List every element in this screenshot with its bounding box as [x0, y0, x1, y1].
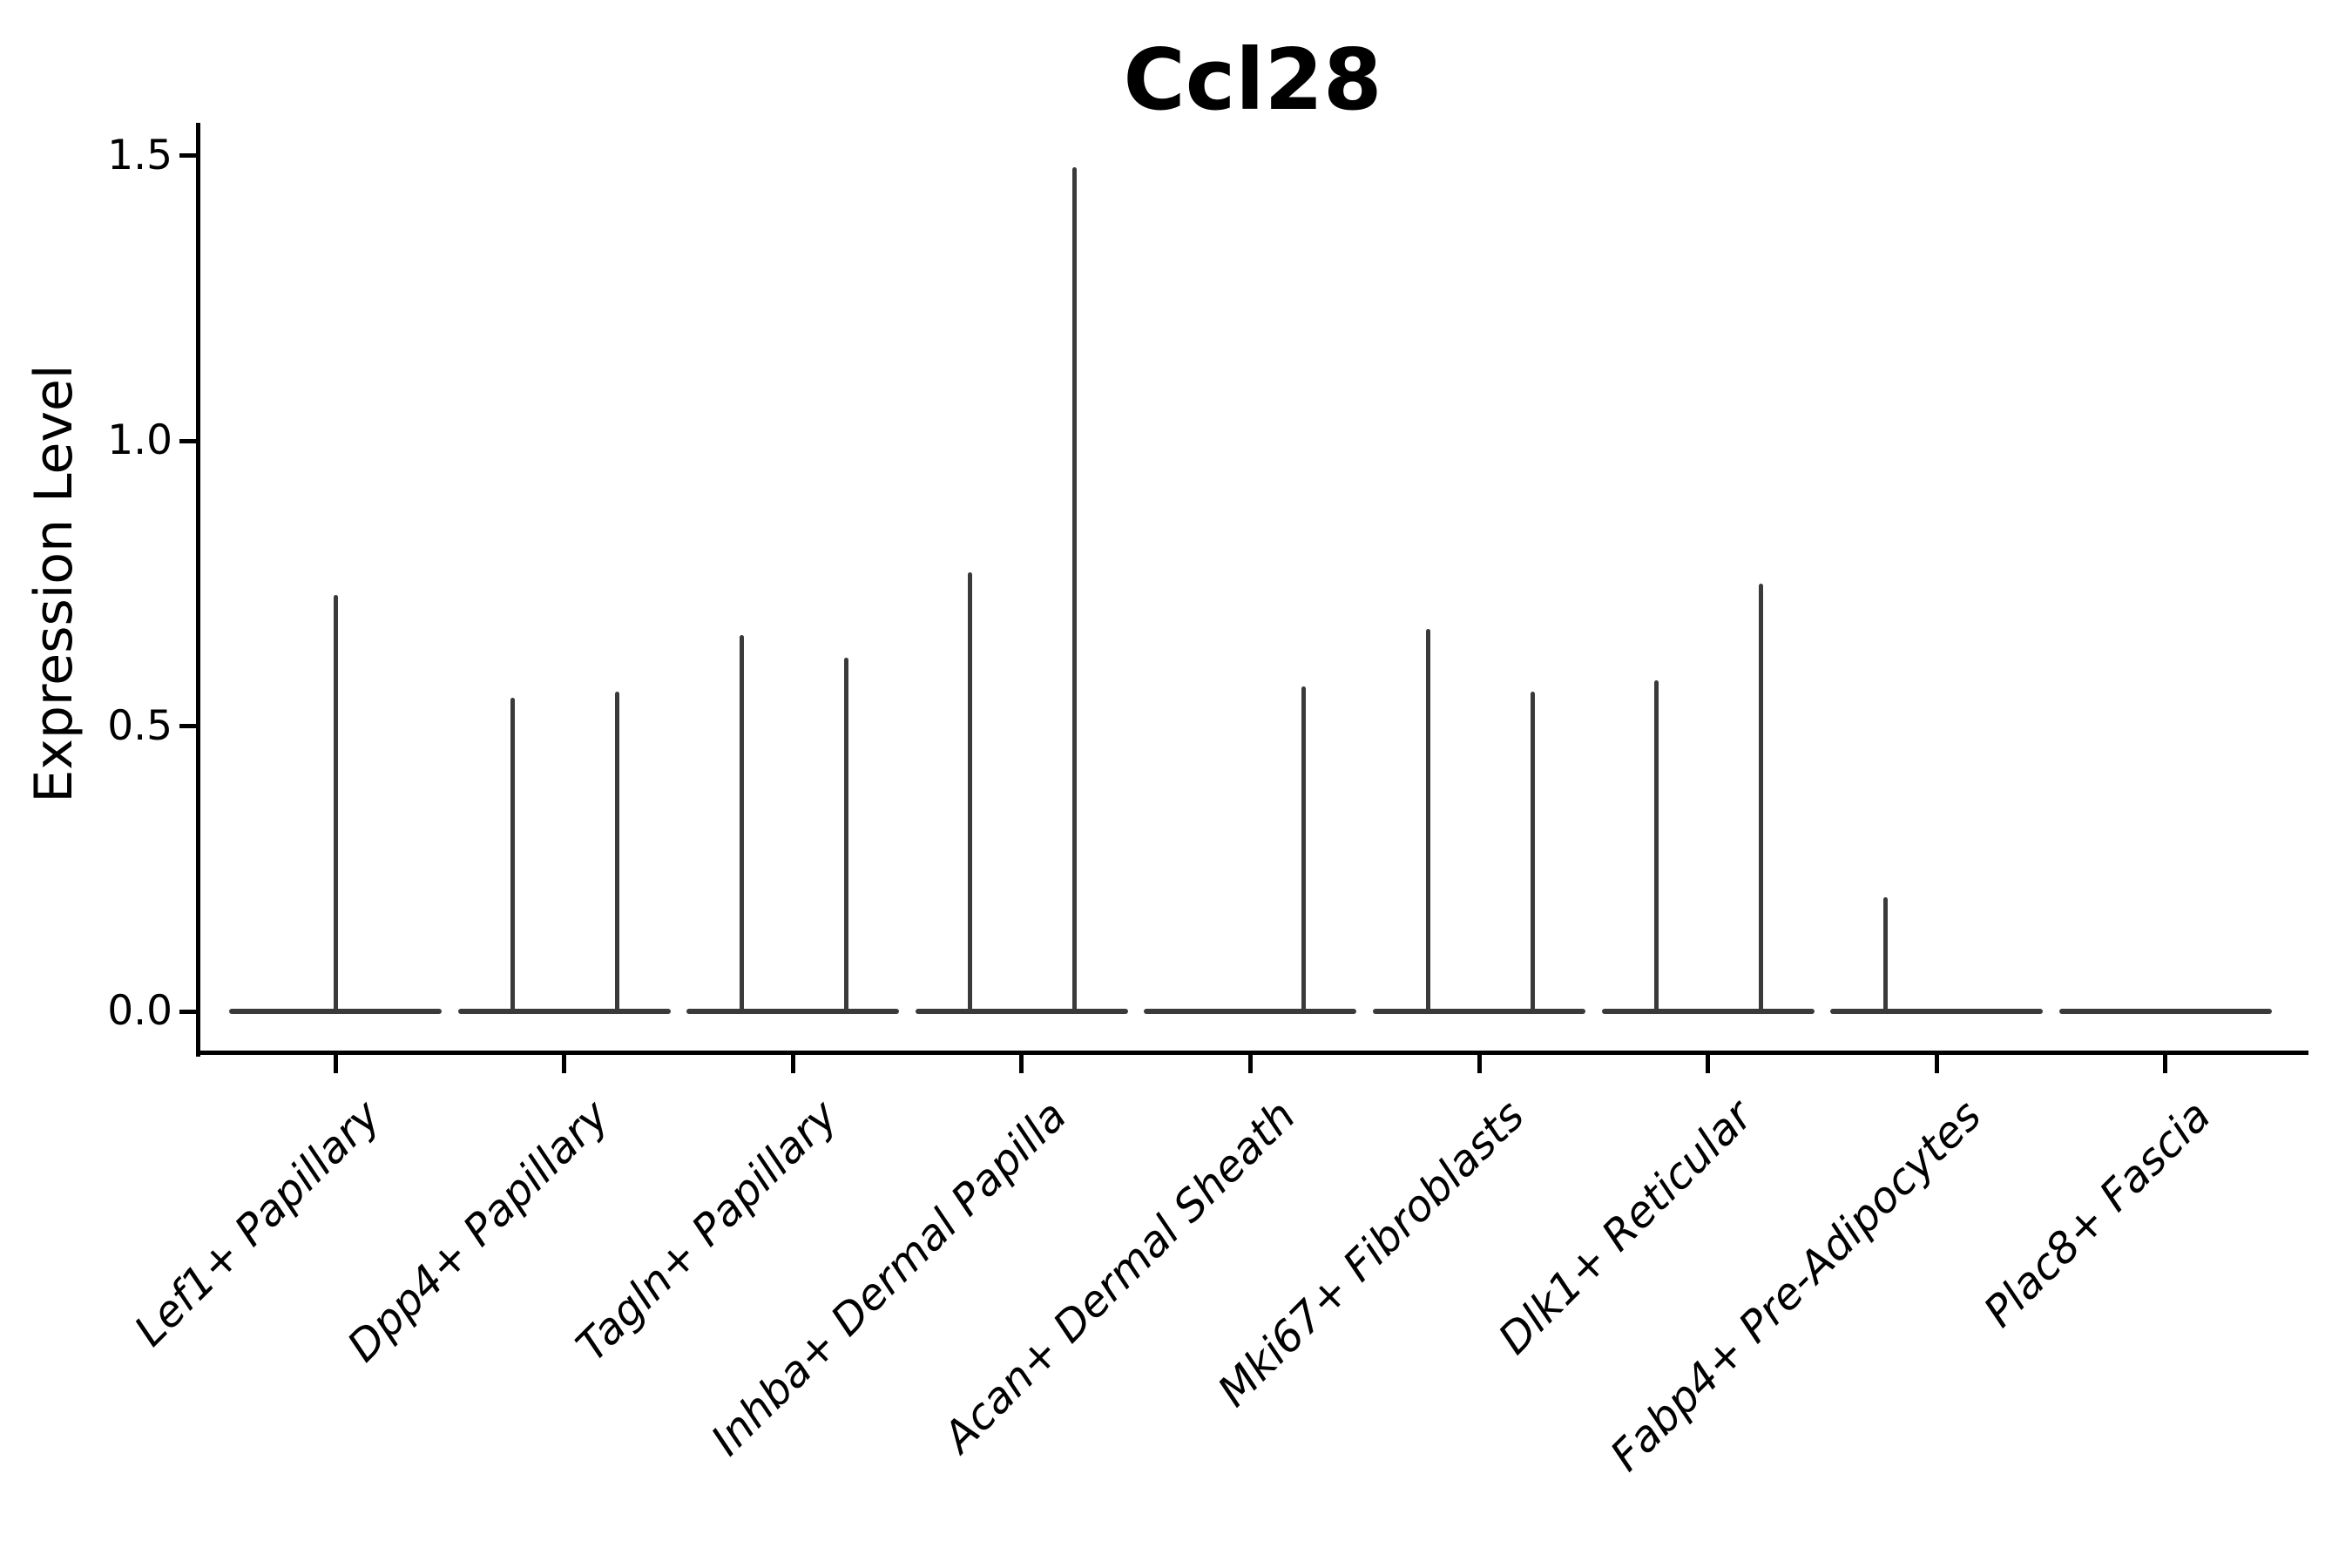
y-tick — [179, 724, 196, 729]
violin-baseline — [457, 1009, 671, 1014]
violin-baseline — [1601, 1009, 1815, 1014]
violin-baseline — [1144, 1009, 1357, 1014]
violin-baseline — [915, 1009, 1128, 1014]
violin-baseline — [1830, 1009, 2044, 1014]
y-tick — [179, 1009, 196, 1014]
violin-baseline — [1373, 1009, 1585, 1014]
y-axis-spine — [195, 123, 200, 1057]
violin-spike — [843, 658, 848, 1011]
x-tick-label: Lef1+ Papillary — [125, 1091, 390, 1356]
x-tick — [1247, 1054, 1253, 1073]
violin-spike — [968, 571, 973, 1011]
violin-spike — [510, 697, 516, 1011]
x-tick — [1477, 1054, 1482, 1073]
violin-spike — [1301, 686, 1306, 1011]
x-tick — [1934, 1054, 1939, 1073]
y-tick-label: 1.5 — [107, 131, 172, 179]
y-tick-label: 0.0 — [107, 987, 172, 1035]
violin-spike — [1530, 692, 1535, 1011]
x-tick — [790, 1054, 795, 1073]
violin-spike — [1882, 897, 1888, 1011]
x-axis-spine — [195, 1050, 2308, 1055]
violin-spike — [1425, 629, 1430, 1011]
x-tick — [333, 1054, 338, 1073]
x-tick — [1706, 1054, 1711, 1073]
y-tick-label: 1.0 — [107, 416, 172, 465]
x-tick — [2163, 1054, 2168, 1073]
violin-spike — [1759, 583, 1764, 1011]
violin-spike — [1072, 167, 1078, 1011]
chart-title: Ccl28 — [1123, 30, 1382, 129]
x-tick — [1019, 1054, 1024, 1073]
violin-baseline — [686, 1009, 900, 1014]
x-tick-label: Dlk1+ Reticular — [1489, 1091, 1763, 1364]
violin-spike — [1654, 680, 1659, 1011]
x-tick-label: Plac8+ Fascia — [1973, 1091, 2220, 1337]
y-tick — [179, 438, 196, 443]
x-tick — [562, 1054, 567, 1073]
violin-spike — [615, 692, 620, 1011]
violin-spike — [739, 634, 744, 1011]
x-tick-label: Fabp4+ Pre-Adipocytes — [1601, 1091, 1991, 1481]
violin-baseline — [2058, 1009, 2272, 1014]
y-tick-label: 0.5 — [107, 701, 172, 750]
violin-baseline — [229, 1009, 442, 1014]
violin-spike — [333, 595, 338, 1011]
y-tick — [179, 153, 196, 159]
